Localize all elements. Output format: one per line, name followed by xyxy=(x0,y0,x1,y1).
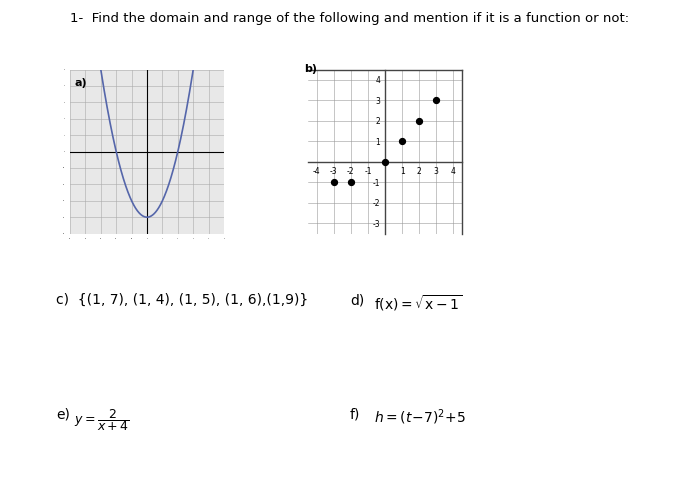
Text: $\mathregular{f(x)=\sqrt{x-1}}$: $\mathregular{f(x)=\sqrt{x-1}}$ xyxy=(374,293,463,313)
Text: a): a) xyxy=(75,78,88,88)
Text: f): f) xyxy=(350,408,360,421)
Point xyxy=(379,158,391,166)
Text: d): d) xyxy=(350,293,364,307)
Point xyxy=(345,178,356,186)
Text: $h=(t\!-\!7)^2\!+\!5$: $h=(t\!-\!7)^2\!+\!5$ xyxy=(374,408,467,427)
Text: 1-  Find the domain and range of the following and mention if it is a function o: 1- Find the domain and range of the foll… xyxy=(71,12,629,25)
Text: e): e) xyxy=(56,408,70,421)
Point xyxy=(396,137,407,145)
Point xyxy=(414,117,425,125)
Text: b): b) xyxy=(304,64,318,74)
Text: $y=\dfrac{2}{x+4}$: $y=\dfrac{2}{x+4}$ xyxy=(74,408,130,433)
Text: c)  {(1, 7), (1, 4), (1, 5), (1, 6),(1,9)}: c) {(1, 7), (1, 4), (1, 5), (1, 6),(1,9)… xyxy=(56,293,308,307)
Point xyxy=(328,178,339,186)
Point xyxy=(430,96,442,104)
